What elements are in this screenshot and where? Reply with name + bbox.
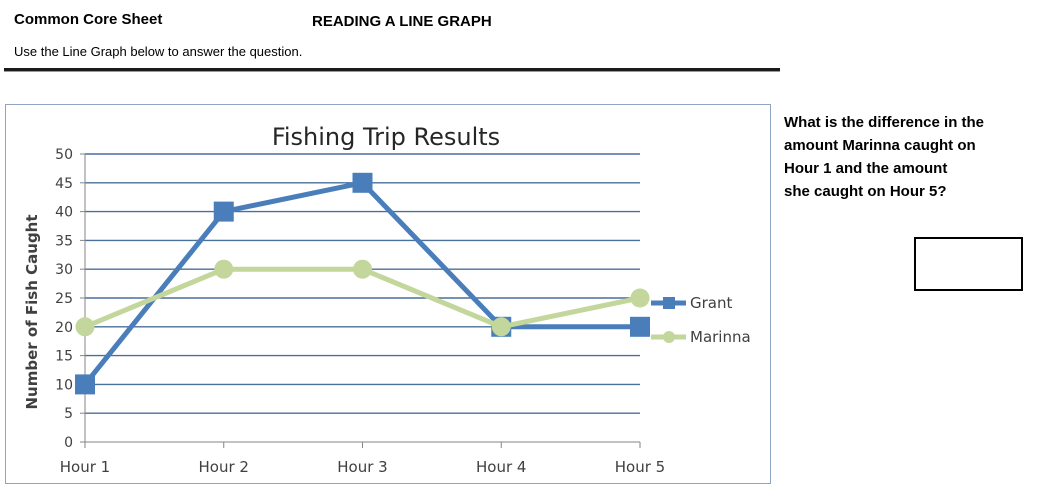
x-tick-label: Hour 4 (476, 458, 526, 476)
y-tick-label: 20 (55, 320, 73, 336)
y-tick-label: 30 (55, 262, 73, 278)
y-tick-label: 40 (55, 205, 73, 221)
series-line-grant (83, 180, 640, 386)
y-axis-label: Number of Fish Caught (23, 214, 41, 409)
instructions-text: Use the Line Graph below to answer the q… (14, 44, 303, 59)
x-tick-label: Hour 1 (60, 458, 110, 476)
question-line: What is the difference in the (784, 114, 985, 131)
worksheet-title: READING A LINE GRAPH (312, 13, 492, 30)
data-point-marinna (630, 288, 650, 308)
x-tick-label: Hour 2 (199, 458, 249, 476)
data-point-marinna (75, 317, 95, 337)
question-line: amount Marinna caught on (784, 137, 976, 154)
header-divider-shadow (4, 71, 780, 72)
header-divider (4, 68, 780, 71)
y-tick-label: 10 (55, 377, 73, 393)
line-chart: Fishing Trip Results 0 5 10 15 20 25 30 35 40 45 50… (5, 104, 771, 484)
data-point-grant (75, 374, 95, 395)
data-point-marinna (491, 317, 511, 337)
x-tick-label: Hour 3 (337, 458, 387, 476)
y-tick-label: 35 (55, 233, 73, 249)
question-line: Hour 1 and the amount (784, 160, 948, 177)
x-tick-label: Hour 5 (615, 458, 665, 476)
data-point-marinna (353, 259, 372, 279)
legend-label: Marinna (690, 328, 751, 346)
question-line: she caught on Hour 5? (784, 183, 947, 200)
y-tick-label: 50 (55, 147, 73, 163)
y-tick-label: 15 (55, 349, 73, 365)
legend-label: Grant (690, 294, 732, 312)
question-text: What is the difference in the amount Mar… (784, 111, 1034, 203)
y-tick-label: 45 (55, 176, 73, 192)
data-point-grant (213, 201, 234, 222)
chart-title: Fishing Trip Results (272, 123, 500, 151)
data-point-grant (352, 172, 373, 193)
y-tick-label: 0 (64, 435, 73, 451)
answer-box[interactable] (914, 237, 1023, 291)
y-tick-label: 25 (55, 291, 73, 307)
chart-svg: Fishing Trip Results 0 5 10 15 20 25 30 35 40 45 50… (23, 123, 751, 476)
data-point-grant (630, 316, 650, 337)
legend-marker (663, 331, 675, 343)
sheet-label: Common Core Sheet (14, 11, 163, 28)
legend-marker (663, 297, 675, 309)
y-tick-label: 5 (64, 406, 73, 422)
data-point-marinna (214, 259, 234, 279)
